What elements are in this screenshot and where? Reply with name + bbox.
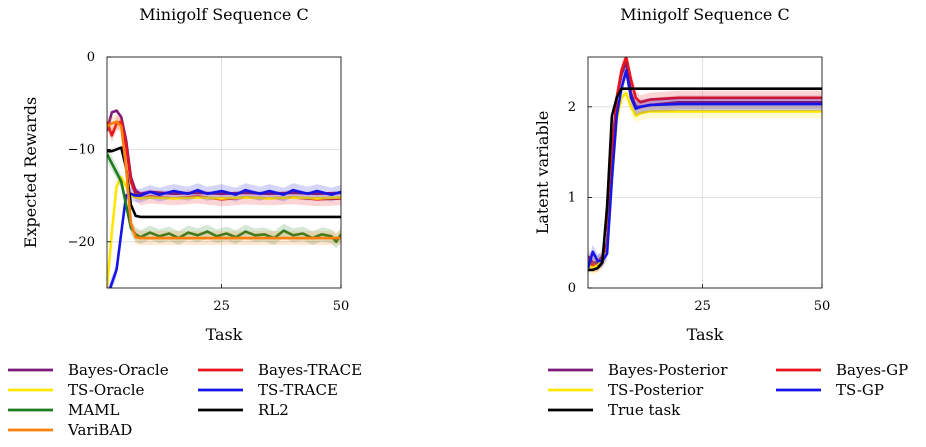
y-axis-label: Expected Rewards [21,97,40,248]
x-tick-label: 25 [694,299,711,314]
legend-item: Bayes-Posterior [548,361,728,379]
legend-item: TS-GP [776,381,884,399]
series-line [588,69,822,269]
y-tick-label: 0 [568,281,576,296]
legend-label: TS-TRACE [258,381,338,399]
legend: Bayes-Posterior Bayes-GP TS-Posterior TS-GP… [548,361,908,419]
y-axis-label: Latent variable [533,111,552,235]
legend-label: RL2 [258,401,289,419]
legend-label: TS-GP [836,381,884,399]
legend-label: Bayes-TRACE [258,361,362,379]
legend-item: Bayes-GP [776,361,908,379]
series-band [107,114,341,245]
legend-item: TS-TRACE [198,381,338,399]
legend-item: TS-Oracle [8,381,145,399]
x-tick-label: 25 [213,299,230,314]
legend-item: RL2 [198,401,289,419]
series-band [588,57,822,273]
x-axis-label: Task [206,325,243,344]
series-band [588,57,822,270]
legend-item: Bayes-TRACE [198,361,362,379]
series-line [588,91,822,270]
chart-title: Minigolf Sequence C [139,5,308,24]
legend: Bayes-Oracle Bayes-TRACE TS-Oracle TS-TRACE… [8,361,362,439]
series-band [588,86,822,275]
legend-item: VariBAD [8,421,132,439]
legend-label: Bayes-Oracle [68,361,169,379]
plot-frame [587,56,823,289]
legend-item: MAML [8,401,120,419]
chart-title: Minigolf Sequence C [620,5,789,24]
chart-2: Minigolf Sequence C 25 50 0 1 2 Task Latent var… [533,5,908,419]
legend-label: MAML [68,401,120,419]
legend-label: TS-Posterior [608,381,704,399]
legend-item: TS-Posterior [548,381,704,399]
legend-label: Bayes-GP [836,361,908,379]
y-tick-label: −10 [68,142,95,157]
y-tick-label: 0 [87,50,95,65]
legend-label: True task [608,401,681,419]
series-line [107,146,341,219]
legend-label: TS-Oracle [68,381,145,399]
series-line [107,120,341,240]
series-band [588,63,822,276]
series-line [107,109,341,196]
x-tick-label: 50 [814,299,831,314]
y-tick-label: 1 [568,190,576,205]
legend-label: Bayes-Posterior [608,361,728,379]
chart-1: Minigolf Sequence C 25 50 0 −10 −20 Task Expect… [8,5,362,439]
y-tick-label: −20 [68,235,95,250]
x-tick-label: 50 [333,299,350,314]
legend-label: VariBAD [67,421,132,439]
legend-item: True task [548,401,681,419]
plot-frame [106,56,342,289]
y-tick-label: 2 [568,100,576,115]
plot-area [107,109,341,288]
series-line [588,87,822,272]
plot-area [588,57,822,276]
series-band [107,114,341,207]
legend-item: Bayes-Oracle [8,361,169,379]
x-axis-label: Task [687,325,724,344]
series-line [108,188,341,288]
